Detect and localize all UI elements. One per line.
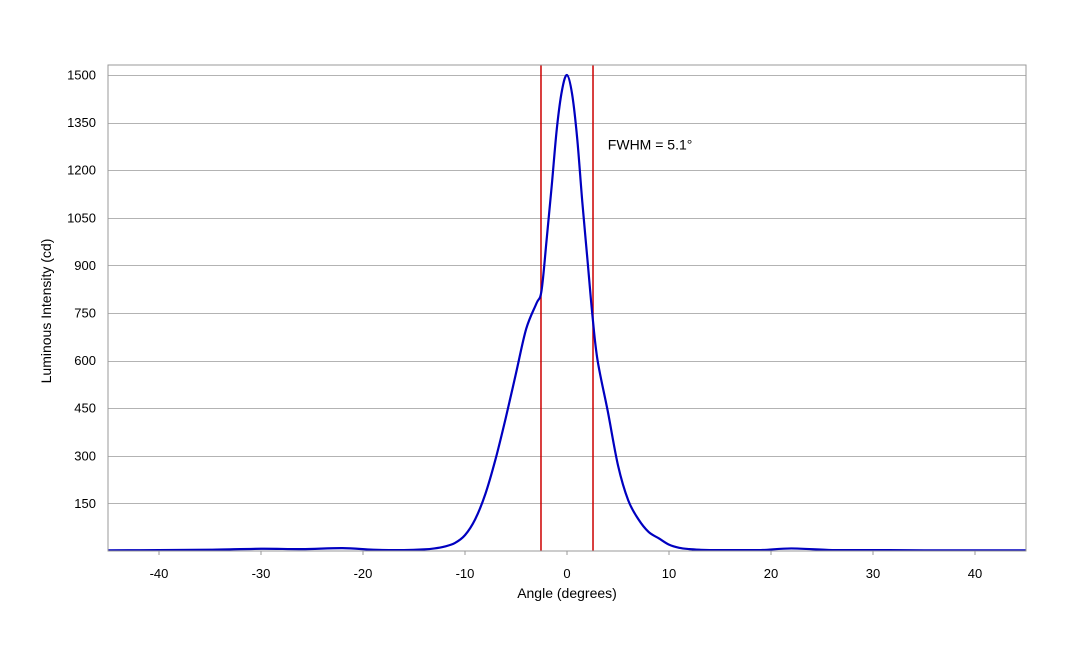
- x-tick-label: 20: [764, 566, 778, 581]
- x-axis-title: Angle (degrees): [517, 585, 617, 601]
- x-tick-label: 0: [563, 566, 570, 581]
- x-tick-label: 30: [866, 566, 880, 581]
- y-tick-label: 600: [74, 353, 96, 368]
- x-tick-label: -40: [150, 566, 169, 581]
- annotations: FWHM = 5.1°: [608, 137, 693, 153]
- y-tick-label: 1200: [67, 163, 96, 178]
- fwhm-annotation: FWHM = 5.1°: [608, 137, 693, 153]
- y-axis-ticks: 150 300 450 600 750 900 1050 1200 1350 1500: [67, 68, 96, 511]
- y-tick-label: 1350: [67, 115, 96, 130]
- series-group: [107, 73, 1026, 552]
- x-tick-label: -20: [354, 566, 373, 581]
- y-tick-label: 1500: [67, 68, 96, 83]
- x-tick-label: -10: [456, 566, 475, 581]
- y-tick-label: 300: [74, 448, 96, 463]
- y-axis-title: Luminous Intensity (cd): [38, 239, 54, 384]
- y-tick-label: 750: [74, 306, 96, 321]
- y-tick-label: 1050: [67, 210, 96, 225]
- y-tick-label: 450: [74, 401, 96, 416]
- x-tick-label: 10: [662, 566, 676, 581]
- y-tick-label: 150: [74, 496, 96, 511]
- y-tick-label: 900: [74, 258, 96, 273]
- series-line: [107, 73, 1026, 552]
- fwhm-markers: [540, 65, 594, 551]
- x-axis-ticks: -40 -30 -20 -10 0 10 20 30 40: [150, 551, 982, 581]
- x-tick-label: 40: [968, 566, 982, 581]
- x-tick-label: -30: [252, 566, 271, 581]
